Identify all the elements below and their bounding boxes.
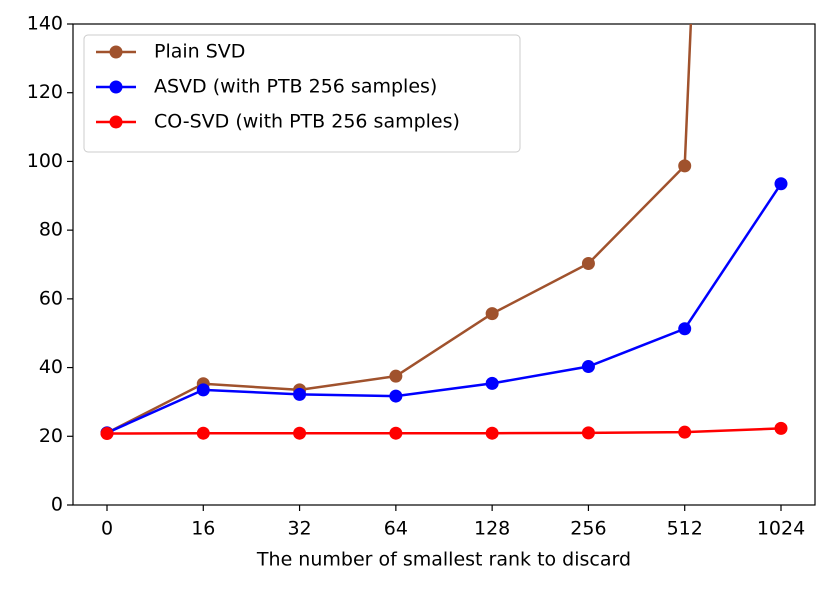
x-tick-label: 128	[474, 518, 510, 540]
series-marker	[678, 322, 692, 336]
x-tick-label: 512	[667, 518, 703, 540]
series-marker	[100, 427, 114, 441]
series-marker	[196, 426, 210, 440]
y-tick-label: 20	[39, 425, 63, 447]
series-line	[106, 24, 693, 434]
x-tick-label: 32	[287, 518, 311, 540]
series-marker	[389, 369, 403, 383]
y-tick-label: 120	[27, 81, 63, 103]
legend-marker	[109, 115, 123, 129]
series-marker	[678, 425, 692, 439]
series-marker	[581, 360, 595, 374]
y-tick-label: 140	[27, 13, 63, 35]
series-marker	[485, 426, 499, 440]
series-marker	[485, 376, 499, 390]
legend-marker	[109, 45, 123, 59]
y-tick-label: 100	[27, 150, 63, 172]
series-marker	[293, 387, 307, 401]
y-tick-label: 40	[39, 356, 63, 378]
series-marker	[485, 307, 499, 321]
series-marker	[196, 383, 210, 397]
legend-label: ASVD (with PTB 256 samples)	[154, 76, 437, 98]
series-marker	[774, 177, 788, 191]
axes-frame	[72, 23, 816, 506]
y-tick-label: 0	[51, 494, 63, 516]
legend-marker	[109, 80, 123, 94]
series-line	[106, 183, 783, 434]
series-marker	[581, 256, 595, 270]
series-marker	[293, 426, 307, 440]
series-line	[106, 427, 782, 435]
series-marker	[389, 426, 403, 440]
x-tick-label: 0	[101, 518, 113, 540]
legend-label: Plain SVD	[154, 41, 245, 63]
legend-label: CO-SVD (with PTB 256 samples)	[154, 111, 460, 133]
legend-box	[83, 34, 521, 153]
x-tick-label: 256	[570, 518, 606, 540]
plot-area	[100, 24, 788, 441]
x-tick-label: 1024	[757, 518, 805, 540]
x-tick-label: 16	[191, 518, 215, 540]
series-marker	[581, 426, 595, 440]
x-tick-label: 64	[384, 518, 408, 540]
y-tick-label: 80	[39, 219, 63, 241]
series-marker	[678, 159, 692, 173]
y-tick-label: 60	[39, 287, 63, 309]
series-marker	[389, 389, 403, 403]
x-axis-label: The number of smallest rank to discard	[256, 549, 631, 571]
series-marker	[774, 421, 788, 435]
